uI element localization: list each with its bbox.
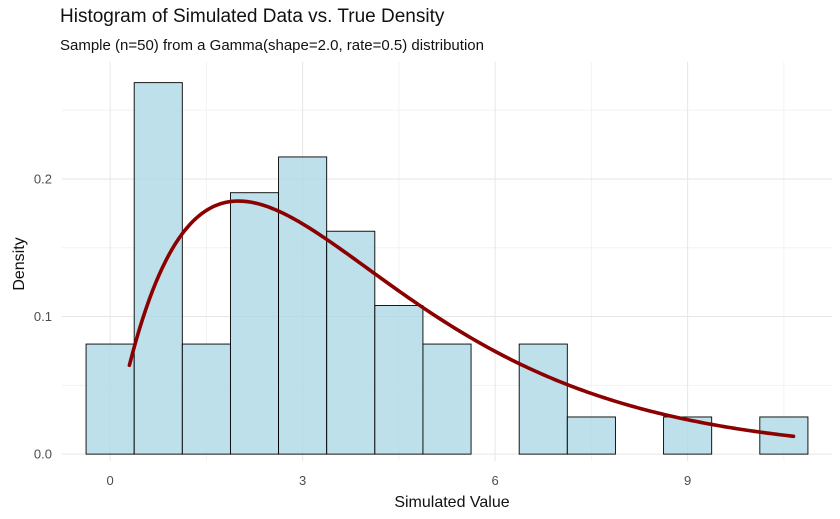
y-tick-label-1: 0.1 bbox=[34, 309, 52, 324]
histogram-bar-4 bbox=[278, 156, 328, 455]
histogram-bars bbox=[85, 82, 809, 455]
histogram-bar-9 bbox=[518, 343, 568, 455]
density-curve bbox=[127, 199, 796, 439]
x-tick-label-1: 3 bbox=[299, 473, 306, 488]
histogram-bar-5 bbox=[326, 230, 376, 455]
y-tick-label-0: 0.0 bbox=[34, 447, 52, 462]
histogram-bar-3 bbox=[229, 192, 280, 455]
x-tick-label-2: 6 bbox=[492, 473, 499, 488]
chart-title: Histogram of Simulated Data vs. True Den… bbox=[60, 6, 445, 27]
histogram-bar-0 bbox=[85, 343, 135, 455]
x-tick-label-3: 9 bbox=[684, 473, 691, 488]
histogram-bar-7 bbox=[422, 343, 472, 455]
histogram-bar-6 bbox=[374, 305, 424, 455]
chart-subtitle: Sample (n=50) from a Gamma(shape=2.0, ra… bbox=[60, 37, 484, 54]
density-curve-layer bbox=[127, 199, 796, 439]
y-tick-label-2: 0.2 bbox=[34, 171, 52, 186]
x-tick-label-0: 0 bbox=[107, 473, 114, 488]
histogram-bar-2 bbox=[181, 343, 231, 455]
histogram-bar-10 bbox=[566, 416, 616, 455]
x-axis-title: Simulated Value bbox=[394, 494, 509, 511]
y-axis-title: Density bbox=[11, 237, 28, 290]
histogram-bar-1 bbox=[133, 82, 183, 455]
tick-labels: 0 3 6 9 0.0 0.1 0.2 bbox=[34, 171, 691, 488]
